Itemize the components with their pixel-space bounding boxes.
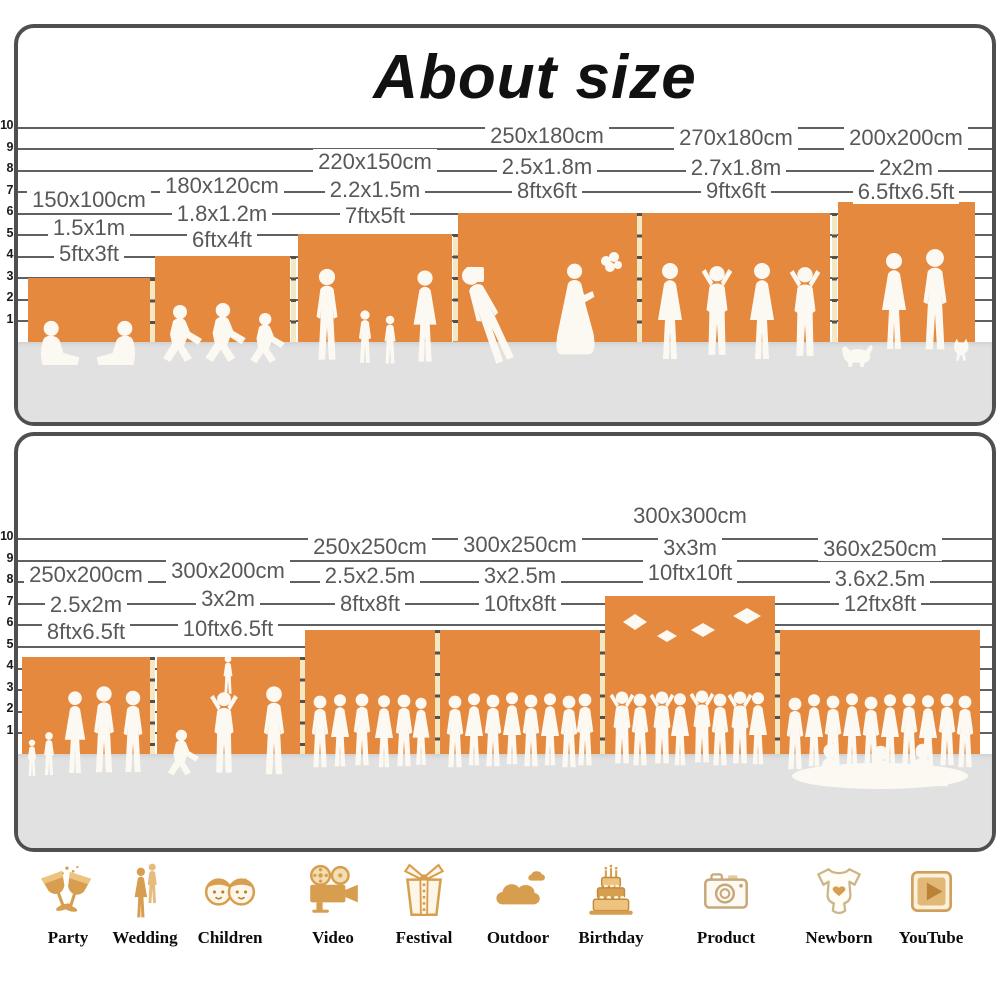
size-label: 200x200cm	[791, 125, 1000, 151]
play-button-icon	[911, 870, 953, 912]
backdrop-200x200	[838, 202, 975, 367]
size-label: 2.5x2.5m	[255, 563, 485, 589]
category-festival: Festival	[379, 862, 469, 964]
size-label: 180x120cm	[107, 173, 337, 199]
size-label: 9ftx6ft	[621, 178, 851, 204]
category-party: Party	[23, 862, 113, 964]
baby-onesie-icon	[817, 868, 861, 915]
size-label: 250x180cm	[432, 123, 662, 149]
category-wedding: Wedding	[100, 862, 190, 964]
size-label: 220x150cm	[260, 149, 490, 175]
size-label: 270x180cm	[621, 125, 851, 151]
silhouette-standing-group	[311, 693, 430, 768]
backdrop-270x180	[642, 213, 830, 359]
size-label: 2.5x2m	[0, 592, 201, 618]
size-label: 300x200cm	[113, 558, 343, 584]
backdrop-220x150	[298, 234, 452, 364]
size-label: 3x2m	[113, 586, 343, 612]
photo-camera-icon	[704, 873, 748, 909]
size-label: 6.5ftx6.5ft	[791, 179, 1000, 205]
silhouette-wedding-couple	[456, 252, 622, 365]
size-label: 300x250cm	[405, 532, 635, 558]
backdrop-360x250	[780, 630, 980, 789]
movie-camera-icon	[310, 864, 358, 913]
size-label: 8ftx6ft	[432, 178, 662, 204]
size-label: 2x2m	[791, 155, 1000, 181]
wedding-couple-icon	[134, 863, 157, 918]
backdrop-250x180	[456, 213, 637, 365]
page-title: About size	[373, 43, 697, 112]
size-label: 6ftx4ft	[107, 227, 337, 253]
size-label: 8ftx6.5ft	[0, 619, 201, 645]
size-label: 10ftx10ft	[575, 560, 805, 586]
silhouette-children-reading	[41, 320, 135, 366]
backdrop-300x300	[605, 596, 775, 766]
size-panel-small: About size	[14, 24, 996, 426]
silhouette-crowd	[446, 692, 594, 768]
size-label: 10ftx8ft	[405, 591, 635, 617]
size-label: 300x300cm	[575, 503, 805, 529]
size-label: 2.5x1.8m	[432, 154, 662, 180]
size-label: 8ftx8ft	[255, 591, 485, 617]
category-newborn: Newborn	[794, 862, 884, 964]
toasting-glasses-icon	[40, 866, 92, 912]
category-video: Video	[288, 862, 378, 964]
size-label: 2.2x1.5m	[260, 177, 490, 203]
size-panel-large: 250x200cm 2.5x2m 8ftx6.5ft 300x200cm 3x2…	[14, 432, 996, 852]
birthday-cake-icon	[589, 864, 633, 915]
backdrop-180x120	[155, 256, 290, 364]
size-label: 10ftx6.5ft	[113, 616, 343, 642]
size-label: 360x250cm	[765, 536, 995, 562]
silhouette-family-holding-hands	[316, 268, 437, 364]
category-children: Children	[185, 862, 275, 964]
backdrop-150x100	[28, 278, 150, 366]
silhouette-women-group	[658, 263, 821, 359]
size-label: 2.7x1.8m	[621, 155, 851, 181]
size-label: 3x2.5m	[405, 563, 635, 589]
children-faces-icon	[204, 877, 256, 906]
category-birthday: Birthday	[566, 862, 656, 964]
category-outdoor: Outdoor	[473, 862, 563, 964]
silhouette-parents-lifting-child	[167, 655, 285, 776]
gift-box-icon	[403, 863, 445, 917]
backdrop-250x200	[22, 657, 150, 776]
category-product: Product	[681, 862, 771, 964]
backdrop-300x200	[157, 655, 300, 776]
backdrop-300x250	[440, 630, 600, 768]
silhouette-family-group	[27, 686, 143, 776]
size-label: 3.6x2.5m	[765, 566, 995, 592]
size-label: 3x3m	[575, 535, 805, 561]
clouds-icon	[496, 871, 545, 905]
size-label: 1.5x1m	[0, 215, 204, 241]
backdrop-250x250	[305, 630, 435, 768]
silhouette-kids-running	[163, 303, 285, 364]
size-label: 1.8x1.2m	[107, 201, 337, 227]
category-youtube: YouTube	[886, 862, 976, 964]
size-label: 150x100cm	[0, 187, 204, 213]
silhouette-large-crowd	[786, 693, 974, 789]
size-label: 12ftx8ft	[765, 591, 995, 617]
size-label: 250x200cm	[0, 562, 201, 588]
size-label: 250x250cm	[255, 534, 485, 560]
size-label: 7ftx5ft	[260, 203, 490, 229]
silhouette-graduation-crowd	[609, 608, 767, 766]
silhouette-couple-with-pets	[842, 249, 969, 367]
size-label: 5ftx3ft	[0, 241, 204, 267]
